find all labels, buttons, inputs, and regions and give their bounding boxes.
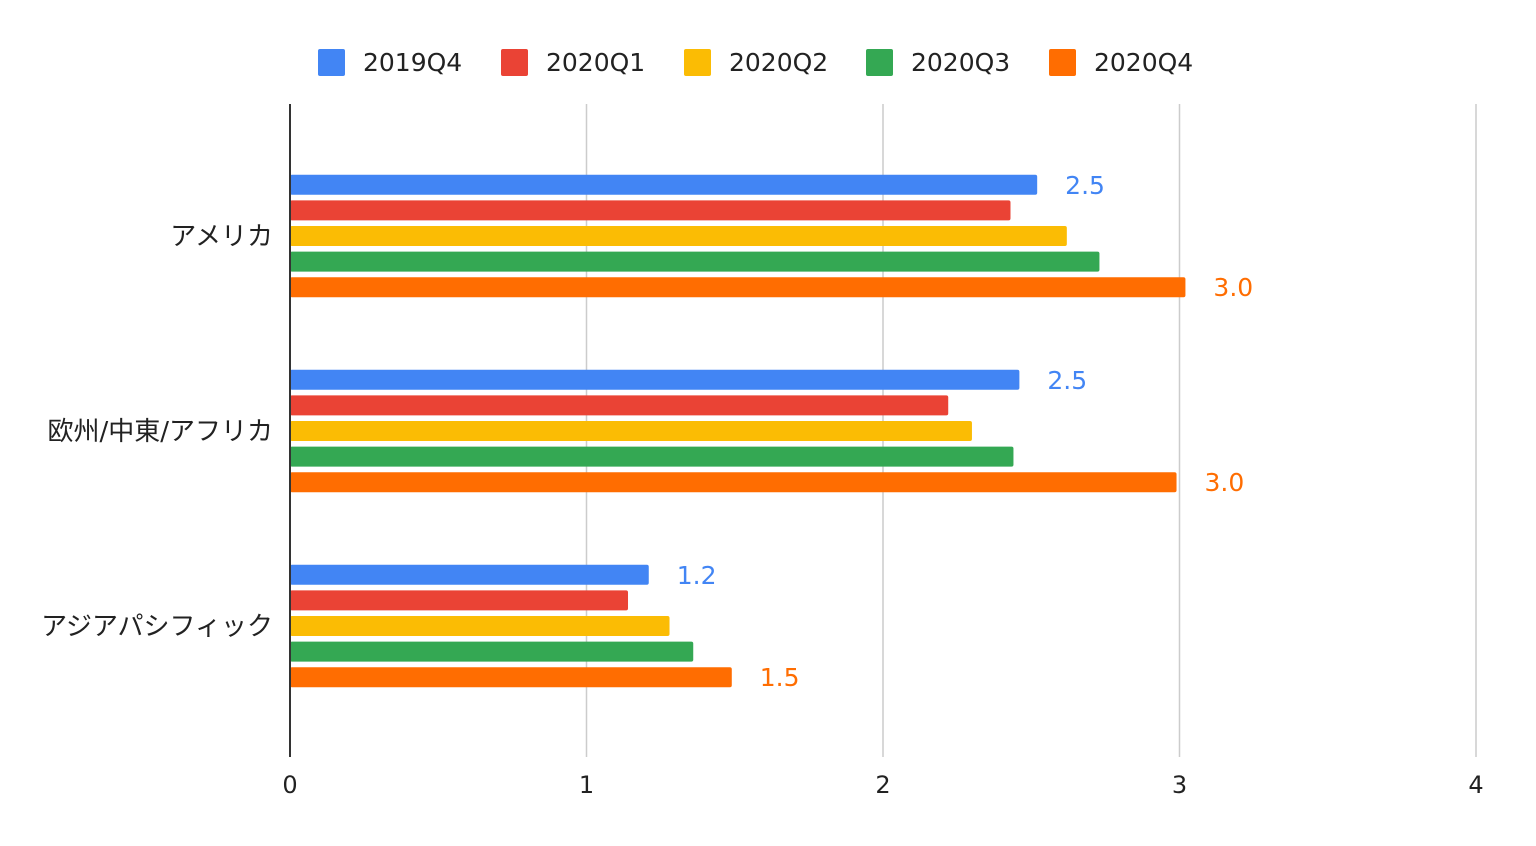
data-label: 1.2 (677, 561, 717, 590)
bar (290, 564, 649, 585)
bar (290, 174, 1038, 195)
legend-swatch (501, 49, 528, 76)
legend-label: 2020Q2 (729, 48, 828, 77)
data-label: 2.5 (1065, 171, 1105, 200)
x-tick-label: 0 (282, 771, 297, 799)
bar (290, 590, 629, 611)
bar (290, 277, 1186, 298)
legend-label: 2020Q1 (546, 48, 645, 77)
data-label: 3.0 (1213, 273, 1253, 302)
category-label: 欧州/中東/アフリカ (47, 417, 273, 447)
bar (290, 616, 670, 636)
bar (290, 641, 694, 662)
legend-swatch (866, 49, 893, 76)
bar (290, 472, 1177, 493)
legend-swatch (318, 49, 345, 76)
legend-label: 2020Q3 (911, 48, 1010, 77)
data-label: 3.0 (1205, 468, 1245, 497)
x-tick-label: 3 (1172, 771, 1187, 799)
legend: 2019Q4 2020Q1 2020Q2 2020Q3 2020Q4 (318, 48, 1193, 77)
bar (290, 421, 972, 441)
x-tick-label: 1 (579, 771, 594, 799)
bars (290, 174, 1186, 688)
bar (290, 251, 1100, 272)
legend-item[interactable]: 2020Q2 (684, 48, 828, 77)
category-label: アジアパシフィック (41, 612, 273, 642)
legend-swatch (684, 49, 711, 76)
legend-item[interactable]: 2020Q1 (501, 48, 645, 77)
category-label: アメリカ (170, 222, 273, 252)
bar (290, 226, 1067, 246)
data-label: 1.5 (760, 663, 800, 692)
x-tick-label: 2 (875, 771, 890, 799)
legend-label: 2019Q4 (363, 48, 462, 77)
bar (290, 446, 1014, 467)
legend-item[interactable]: 2019Q4 (318, 48, 462, 77)
legend-item[interactable]: 2020Q3 (866, 48, 1010, 77)
bar (290, 200, 1011, 221)
bar (290, 369, 1020, 390)
legend-item[interactable]: 2020Q4 (1049, 48, 1193, 77)
bar (290, 667, 732, 688)
x-tick-label: 4 (1468, 771, 1483, 799)
legend-swatch (1049, 49, 1076, 76)
data-label: 2.5 (1047, 366, 1087, 395)
bar (290, 395, 949, 416)
labels: 2.5 2.5 1.2 3.0 3.0 1.5 (677, 171, 1253, 692)
legend-label: 2020Q4 (1094, 48, 1193, 77)
